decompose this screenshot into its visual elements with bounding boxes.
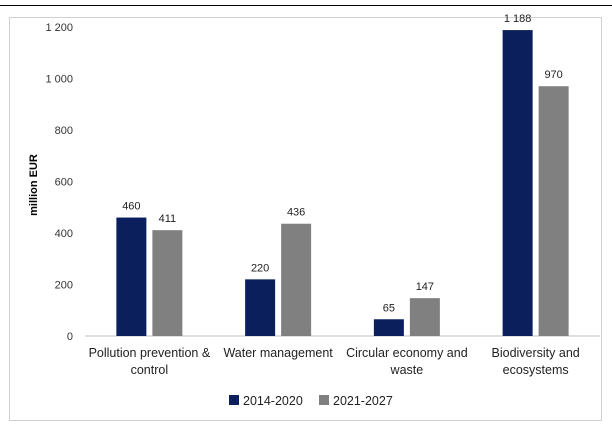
data-label: 970 [544,69,562,81]
y-axis-label: million EUR [28,154,40,216]
category-label: Pollution prevention & [89,346,211,360]
bar-2014-2020 [373,319,404,336]
data-label: 411 [159,213,177,225]
top-rule [0,5,612,6]
legend-label: 2014-2020 [243,394,303,408]
bars [116,30,569,337]
legend: 2014-2020 2021-2027 [229,394,393,408]
data-labels: 460 411 220 436 65 147 1 188 970 [122,13,563,314]
chart-frame [9,17,602,421]
bar-2014-2020 [502,30,533,337]
y-tick-label: 600 [55,177,73,189]
legend-label: 2021-2027 [333,394,393,408]
data-label: 436 [287,207,305,219]
data-label: 460 [122,201,140,213]
y-tick-label: 0 [67,331,73,343]
y-tick-label: 1 000 [45,74,73,86]
category-label: Circular economy and [346,346,468,360]
category-label: Water management [223,346,333,360]
bar-2021-2027 [538,86,569,336]
category-labels: Pollution prevention & control Water manag… [89,346,580,377]
bar-2021-2027 [409,298,440,336]
bar-2021-2027 [152,230,183,336]
y-tick-label: 800 [55,125,73,137]
category-label: ecosystems [503,363,569,377]
data-label: 220 [251,262,269,274]
bar-2021-2027 [281,223,312,336]
legend-swatch [229,395,239,405]
category-label: Biodiversity and [492,346,580,360]
y-tick-label: 200 [55,280,73,292]
bar-2014-2020 [245,279,276,336]
data-label: 147 [416,281,434,293]
bar-2014-2020 [116,217,147,336]
category-label: waste [390,363,424,377]
data-label: 1 188 [504,13,532,25]
y-ticks: 0 200 400 600 800 1 000 1 200 [45,22,73,343]
y-tick-label: 400 [55,228,73,240]
y-tick-label: 1 200 [45,22,73,34]
data-label: 65 [383,302,395,314]
legend-swatch [319,395,329,405]
category-label: control [131,363,169,377]
